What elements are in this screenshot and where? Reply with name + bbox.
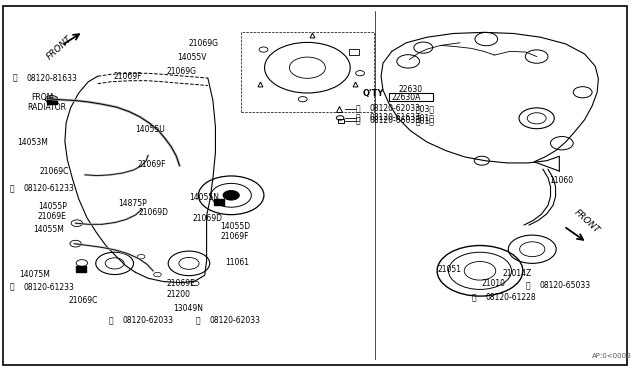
Text: Ⓑ: Ⓑ bbox=[471, 293, 476, 302]
Text: 21014Z: 21014Z bbox=[502, 269, 532, 278]
Text: Ⓑ: Ⓑ bbox=[356, 113, 360, 122]
Text: 21069E: 21069E bbox=[167, 279, 196, 288]
Text: RADIATOR: RADIATOR bbox=[27, 103, 66, 112]
Text: 14053M: 14053M bbox=[17, 138, 48, 147]
Text: 21069D: 21069D bbox=[192, 214, 222, 223]
Text: 08120-66033: 08120-66033 bbox=[370, 116, 421, 125]
Text: Ⓑ: Ⓑ bbox=[10, 185, 15, 193]
Text: 14055V: 14055V bbox=[178, 53, 207, 62]
Bar bbox=[214, 199, 224, 205]
Bar bbox=[241, 32, 374, 112]
Text: 11060: 11060 bbox=[549, 176, 573, 185]
Text: FRONT: FRONT bbox=[572, 208, 601, 235]
Text: 14055N: 14055N bbox=[189, 193, 219, 202]
Text: 21010: 21010 bbox=[482, 279, 506, 288]
Text: FROM: FROM bbox=[31, 93, 54, 102]
Bar bbox=[338, 119, 344, 123]
Text: 22630A: 22630A bbox=[391, 93, 420, 102]
Text: 08120-81633: 08120-81633 bbox=[26, 74, 77, 83]
Text: Ⓑ: Ⓑ bbox=[10, 283, 15, 292]
Text: 08120-62033: 08120-62033 bbox=[209, 316, 260, 325]
Text: 08120-61233: 08120-61233 bbox=[24, 185, 75, 193]
Bar bbox=[47, 98, 57, 104]
Text: AP:0<000B: AP:0<000B bbox=[592, 353, 632, 359]
Text: 13049N: 13049N bbox=[173, 304, 204, 312]
Bar bbox=[349, 49, 359, 55]
Text: 08120-61233: 08120-61233 bbox=[24, 283, 75, 292]
Text: 21069G: 21069G bbox=[167, 67, 197, 76]
Text: 21069C: 21069C bbox=[68, 296, 97, 305]
Text: Ⓑ: Ⓑ bbox=[356, 116, 360, 125]
Text: 11061: 11061 bbox=[225, 258, 250, 267]
Text: 〈01〉: 〈01〉 bbox=[416, 116, 435, 125]
Text: Ⓑ: Ⓑ bbox=[526, 281, 531, 290]
Text: 21069F: 21069F bbox=[220, 232, 249, 241]
Text: Q'TY: Q'TY bbox=[362, 89, 383, 98]
Text: 21069E: 21069E bbox=[38, 212, 67, 221]
Text: 14875P: 14875P bbox=[118, 199, 147, 208]
Text: 08120-61633: 08120-61633 bbox=[370, 113, 420, 122]
Text: 21051: 21051 bbox=[438, 265, 462, 274]
Text: 14075M: 14075M bbox=[19, 270, 50, 279]
Text: 21069G: 21069G bbox=[189, 39, 219, 48]
Text: 21200: 21200 bbox=[167, 290, 191, 299]
Circle shape bbox=[223, 190, 239, 200]
Text: 08120-65033: 08120-65033 bbox=[540, 281, 591, 290]
Text: 21069C: 21069C bbox=[40, 167, 69, 176]
Text: 〈03〉: 〈03〉 bbox=[416, 104, 435, 113]
Text: 08120-62033: 08120-62033 bbox=[122, 316, 173, 325]
Text: 22630: 22630 bbox=[399, 85, 423, 94]
Text: 〈01〉: 〈01〉 bbox=[416, 113, 435, 122]
Text: 14055M: 14055M bbox=[33, 225, 63, 234]
Text: Ⓑ: Ⓑ bbox=[108, 316, 113, 325]
Text: 14055U: 14055U bbox=[136, 125, 165, 134]
Text: 08120-61228: 08120-61228 bbox=[485, 293, 536, 302]
Text: FRONT: FRONT bbox=[45, 34, 74, 61]
Text: Ⓑ: Ⓑ bbox=[356, 104, 360, 113]
Text: 14055D: 14055D bbox=[220, 222, 251, 231]
Text: 21069D: 21069D bbox=[139, 208, 168, 217]
Text: Ⓑ: Ⓑ bbox=[13, 74, 17, 83]
Text: 14055P: 14055P bbox=[38, 202, 67, 211]
Text: 21069F: 21069F bbox=[113, 72, 142, 81]
Bar bbox=[389, 93, 433, 101]
Text: 08120-62033: 08120-62033 bbox=[370, 104, 420, 113]
Text: Ⓑ: Ⓑ bbox=[195, 316, 200, 325]
Text: 21069F: 21069F bbox=[138, 160, 166, 169]
Bar bbox=[76, 266, 86, 272]
